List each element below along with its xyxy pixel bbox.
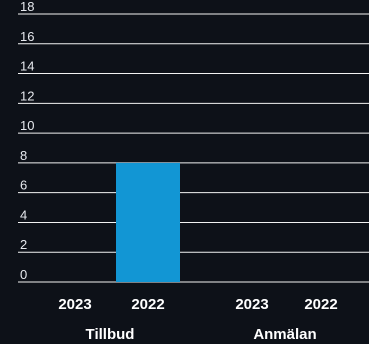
x-group-label-anmälan: Anmälan [253,326,316,343]
x-category-label-tillbud-2022: 2022 [131,296,164,313]
y-tick-label-18: 18 [20,0,34,14]
bars [116,162,180,282]
y-tick-label-4: 4 [20,207,27,222]
y-axis-ticks: 0 2 4 6 8 10 12 14 16 18 [20,0,34,282]
bar-tillbud-2022 [116,162,180,282]
y-tick-label-0: 0 [20,267,27,282]
x-axis-categories: 2023 2022 2023 2022 [58,296,337,313]
gridlines [18,13,369,283]
y-tick-label-2: 2 [20,237,27,252]
y-tick-label-6: 6 [20,178,27,193]
x-category-label-anmälan-2023: 2023 [235,296,268,313]
y-tick-label-16: 16 [20,29,34,44]
y-tick-label-10: 10 [20,118,34,133]
y-tick-label-12: 12 [20,88,34,103]
x-group-label-tillbud: Tillbud [86,326,135,343]
x-category-label-tillbud-2023: 2023 [58,296,91,313]
y-tick-label-14: 14 [20,59,34,74]
x-category-label-anmälan-2022: 2022 [304,296,337,313]
x-axis-groups: Tillbud Anmälan [86,326,317,343]
y-tick-label-8: 8 [20,148,27,163]
